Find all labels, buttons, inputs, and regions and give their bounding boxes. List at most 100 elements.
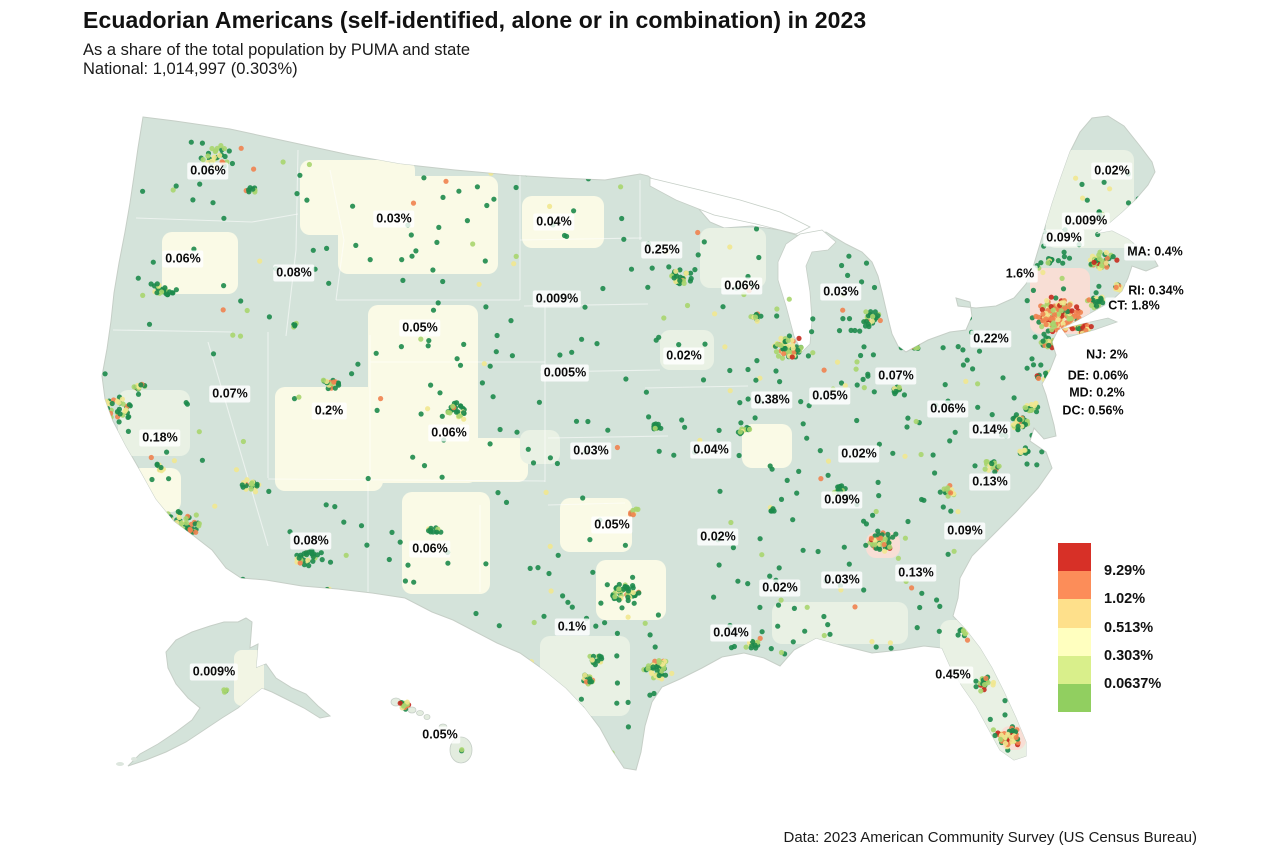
- puma-dot: [1110, 254, 1116, 260]
- puma-dot: [989, 461, 995, 467]
- puma-dot: [913, 418, 919, 425]
- legend-swatch: [1058, 599, 1091, 628]
- puma-dot: [1090, 297, 1096, 303]
- puma-dot: [645, 284, 651, 290]
- puma-dot: [435, 300, 441, 306]
- puma-dot: [838, 380, 845, 386]
- puma-dot: [158, 528, 164, 534]
- puma-dot: [943, 690, 949, 697]
- puma-dot: [951, 548, 957, 554]
- puma-dot: [962, 316, 969, 322]
- puma-dot: [875, 313, 881, 319]
- puma-dot: [1024, 461, 1030, 467]
- puma-dot: [203, 565, 209, 571]
- puma-dot: [728, 519, 734, 526]
- share-value-label: 0.009%: [189, 663, 239, 681]
- legend-swatch: [1058, 655, 1091, 684]
- puma-dot: [1104, 264, 1110, 270]
- puma-dot: [861, 518, 867, 524]
- legend-swatch: [1058, 543, 1091, 572]
- puma-dot: [1055, 372, 1061, 378]
- puma-dot: [421, 463, 428, 469]
- puma-dot: [400, 277, 406, 283]
- puma-dot: [564, 233, 570, 239]
- puma-dot: [630, 590, 636, 596]
- puma-dot: [248, 486, 254, 492]
- puma-dot: [966, 315, 973, 321]
- puma-dot: [980, 265, 986, 271]
- share-value-label: 0.22%: [970, 330, 1012, 348]
- alaska-group: [116, 617, 332, 767]
- puma-dot: [877, 317, 883, 324]
- puma-dot: [569, 604, 575, 610]
- puma-dot: [852, 604, 858, 610]
- puma-dot: [310, 247, 316, 253]
- share-value-label: 0.25%: [641, 241, 683, 259]
- puma-dots-layer-ak-hi: [221, 687, 465, 754]
- alaska-patch: [234, 650, 264, 706]
- puma-dot: [989, 412, 995, 418]
- puma-dot: [945, 551, 951, 557]
- puma-dot: [1045, 260, 1051, 266]
- share-value-label: 0.13%: [895, 564, 937, 582]
- puma-dot: [781, 351, 787, 357]
- puma-dot: [682, 724, 688, 730]
- puma-dot: [453, 409, 459, 415]
- puma-dot: [1086, 297, 1092, 303]
- puma-dot: [205, 153, 211, 159]
- puma-dot: [1083, 327, 1089, 334]
- puma-dot: [996, 463, 1002, 469]
- puma-dot: [870, 512, 876, 518]
- puma-dot: [175, 533, 182, 539]
- puma-dot: [1050, 307, 1056, 313]
- puma-dot: [1013, 412, 1020, 418]
- puma-dot: [1032, 334, 1038, 340]
- puma-dot: [1005, 731, 1011, 737]
- puma-dot: [94, 404, 99, 409]
- puma-dot: [484, 202, 490, 209]
- puma-dot: [776, 565, 782, 571]
- puma-dot: [554, 460, 561, 467]
- puma-dot: [964, 716, 970, 722]
- puma-dot: [280, 159, 286, 165]
- puma-dot: [487, 441, 493, 447]
- puma-dot: [827, 631, 833, 637]
- puma-dot: [745, 366, 751, 373]
- puma-dot: [790, 345, 796, 351]
- puma-dot: [1024, 298, 1030, 304]
- puma-dot: [869, 318, 875, 324]
- puma-dot: [487, 363, 493, 369]
- puma-dot: [720, 304, 726, 310]
- puma-dot: [138, 498, 144, 504]
- puma-dot: [854, 382, 860, 388]
- puma-dot: [990, 292, 996, 298]
- puma-dot: [1039, 324, 1045, 330]
- puma-dot: [557, 352, 563, 358]
- puma-dot: [600, 285, 606, 292]
- puma-dot: [938, 713, 944, 720]
- puma-dot: [1013, 734, 1019, 741]
- puma-dot: [443, 178, 449, 184]
- puma-dot: [418, 611, 424, 617]
- puma-dot: [240, 576, 246, 582]
- puma-dot: [324, 586, 330, 593]
- puma-dot: [536, 399, 543, 405]
- puma-dot: [329, 593, 336, 599]
- legend-swatch: [1058, 571, 1091, 600]
- share-value-label: 0.05%: [419, 726, 461, 744]
- puma-dot: [930, 452, 936, 458]
- puma-dot: [940, 504, 946, 510]
- puma-dot: [1033, 409, 1040, 415]
- puma-dot: [102, 405, 107, 412]
- puma-dot: [1062, 305, 1068, 311]
- puma-dot: [873, 508, 879, 515]
- puma-dot: [952, 429, 958, 435]
- puma-dot: [1030, 362, 1037, 368]
- puma-dot: [886, 540, 892, 546]
- puma-dot: [940, 345, 946, 351]
- puma-dot: [913, 338, 919, 344]
- puma-dot: [174, 519, 180, 526]
- puma-dot: [319, 557, 325, 563]
- puma-dot: [350, 203, 356, 209]
- puma-dot: [120, 401, 126, 407]
